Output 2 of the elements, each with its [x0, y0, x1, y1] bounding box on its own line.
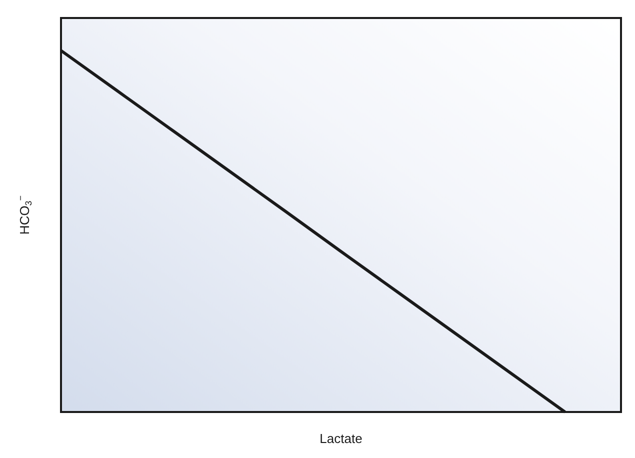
x-axis-title: Lactate [320, 431, 362, 446]
y-axis-title: HCO3− [16, 195, 34, 235]
